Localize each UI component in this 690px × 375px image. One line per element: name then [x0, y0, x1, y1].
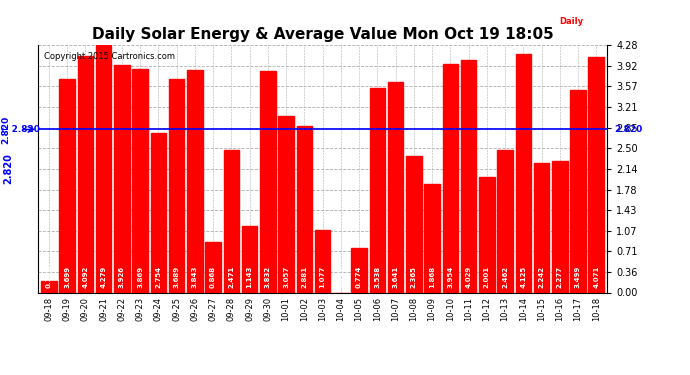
Bar [41, 281, 57, 292]
Text: 3.499: 3.499 [575, 265, 581, 288]
Bar [224, 150, 239, 292]
Text: ($): ($) [538, 17, 552, 26]
Text: Average: Average [487, 17, 526, 26]
Bar [114, 66, 130, 292]
Text: 1.143: 1.143 [246, 265, 253, 288]
Text: 4.279: 4.279 [101, 265, 107, 288]
Text: 3.699: 3.699 [64, 266, 70, 288]
Text: 4.071: 4.071 [593, 265, 599, 288]
Text: 0.000: 0.000 [338, 265, 344, 288]
Bar [278, 116, 294, 292]
Text: 3.954: 3.954 [447, 265, 453, 288]
Bar [461, 60, 476, 292]
Text: 2.242: 2.242 [538, 266, 544, 288]
Bar [260, 71, 275, 292]
Bar [187, 70, 203, 292]
Text: 1.868: 1.868 [429, 266, 435, 288]
Bar [206, 242, 221, 292]
Text: 3.832: 3.832 [265, 266, 271, 288]
Text: 2.820: 2.820 [3, 153, 13, 184]
Bar [589, 57, 604, 292]
Bar [552, 161, 567, 292]
Text: 0.868: 0.868 [210, 266, 216, 288]
Bar [515, 54, 531, 292]
Text: 2.820: 2.820 [1, 115, 10, 144]
Text: 3.641: 3.641 [393, 265, 399, 288]
Bar [497, 150, 513, 292]
Text: 2.471: 2.471 [228, 265, 235, 288]
Text: ← 2.820: ← 2.820 [1, 125, 40, 134]
Bar [132, 69, 148, 292]
Bar [442, 64, 458, 292]
Bar [351, 248, 367, 292]
Text: 2.881: 2.881 [302, 266, 307, 288]
Bar [479, 177, 495, 292]
Text: 3.057: 3.057 [283, 266, 289, 288]
Bar [150, 133, 166, 292]
Text: 4.092: 4.092 [82, 265, 88, 288]
Text: 0.774: 0.774 [356, 265, 362, 288]
Bar [78, 56, 93, 292]
Text: 0.198: 0.198 [46, 265, 52, 288]
Text: 3.538: 3.538 [374, 266, 380, 288]
Bar [406, 156, 422, 292]
Bar [169, 79, 184, 292]
Text: Copyright 2015 Cartronics.com: Copyright 2015 Cartronics.com [43, 53, 175, 62]
Text: 2.001: 2.001 [484, 266, 490, 288]
Bar [370, 88, 385, 292]
Bar [297, 126, 312, 292]
Text: 3.843: 3.843 [192, 265, 198, 288]
Text: ($): ($) [588, 17, 602, 26]
Text: 3.926: 3.926 [119, 266, 125, 288]
Text: 2.820: 2.820 [614, 125, 642, 134]
Bar [424, 184, 440, 292]
Bar [388, 82, 404, 292]
Text: 2.277: 2.277 [557, 266, 563, 288]
Text: 2.365: 2.365 [411, 266, 417, 288]
Text: 3.869: 3.869 [137, 266, 143, 288]
Text: 4.125: 4.125 [520, 266, 526, 288]
Bar [315, 230, 331, 292]
Bar [534, 163, 549, 292]
Bar [96, 45, 111, 292]
Text: 4.029: 4.029 [466, 265, 471, 288]
Text: Daily: Daily [559, 17, 583, 26]
Bar [241, 226, 257, 292]
Bar [570, 90, 586, 292]
Bar [59, 79, 75, 292]
Text: 2.462: 2.462 [502, 266, 508, 288]
Text: 2.754: 2.754 [155, 266, 161, 288]
Text: 1.077: 1.077 [319, 265, 326, 288]
Title: Daily Solar Energy & Average Value Mon Oct 19 18:05: Daily Solar Energy & Average Value Mon O… [92, 27, 553, 42]
Text: 3.689: 3.689 [174, 266, 179, 288]
